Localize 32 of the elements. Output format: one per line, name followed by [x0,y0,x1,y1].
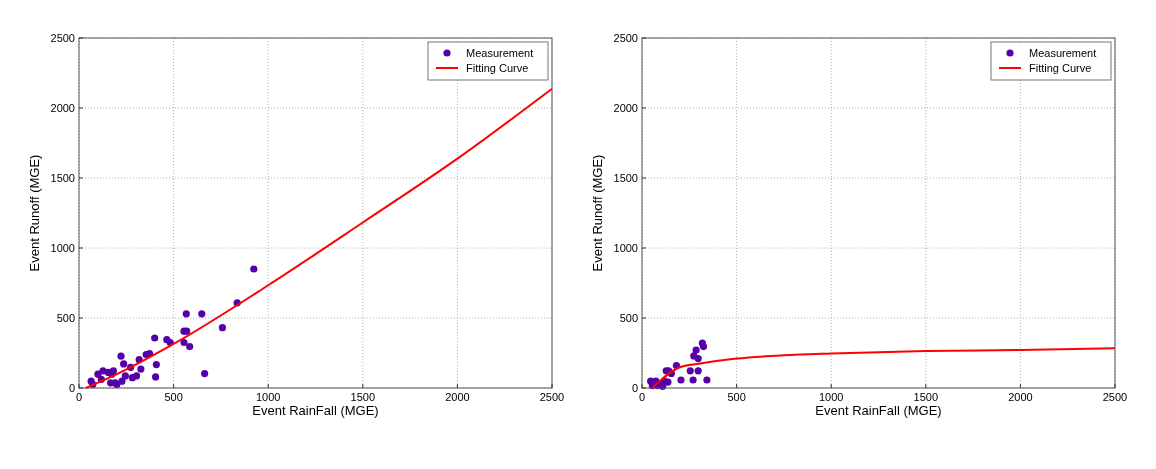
x-tick-label: 500 [164,391,183,403]
y-axis-title: Event Runoff (MGE) [590,154,605,272]
y-tick-label: 1500 [50,172,75,184]
y-tick-label: 2000 [50,102,75,114]
x-tick-label: 1000 [818,391,844,403]
x-tick-label: 2500 [1102,391,1128,403]
y-tick-label: 500 [56,312,75,324]
y-tick-label: 1500 [613,172,638,184]
x-tick-label: 1500 [913,391,939,403]
legend-label: Measurement [466,47,534,59]
x-tick-label: 2500 [539,391,565,403]
y-tick-label: 2500 [613,32,638,44]
x-tick-label: 500 [727,391,746,403]
x-tick-label: 0 [75,391,83,403]
x-axis-title: Event RainFall (MGE) [252,403,379,418]
y-tick-label: 0 [631,382,638,394]
legend-label: Fitting Curve [466,62,529,74]
legend-label: Fitting Curve [1029,62,1092,74]
x-tick-label: 2000 [445,391,470,403]
x-tick-label: 0 [638,391,646,403]
y-tick-label: 2000 [613,102,638,114]
x-tick-label: 2000 [1008,391,1033,403]
y-tick-label: 1000 [50,242,75,254]
x-axis-title: Event RainFall (MGE) [815,403,942,418]
y-axis-title: Event Runoff (MGE) [27,154,42,272]
y-tick-label: 0 [68,382,75,394]
y-tick-label: 2500 [50,32,75,44]
y-tick-label: 1000 [613,242,638,254]
legend-label: Measurement [1029,47,1097,59]
x-tick-label: 1500 [350,391,376,403]
y-tick-label: 500 [619,312,638,324]
x-tick-label: 1000 [255,391,281,403]
